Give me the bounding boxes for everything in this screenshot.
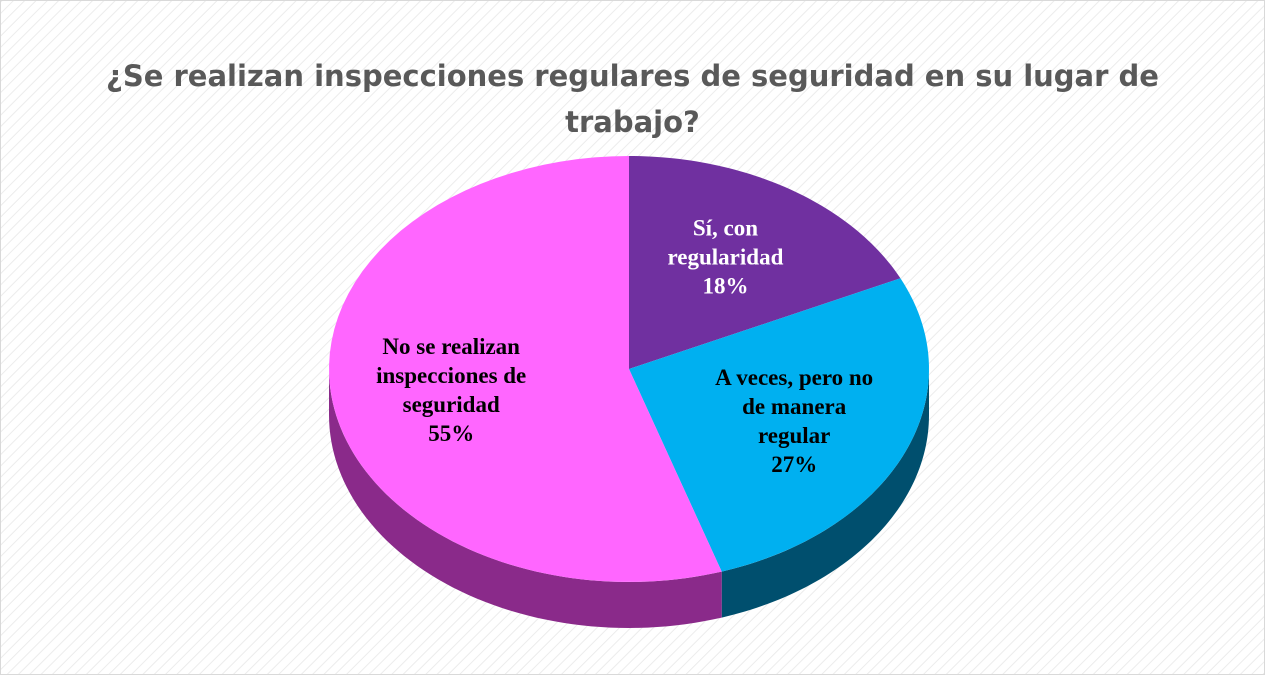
data-label: A veces, pero no de manera regular 27% (704, 363, 884, 479)
pie-side (329, 369, 722, 628)
data-label: Sí, con regularidad 18% (635, 214, 815, 301)
value-label: 18% (702, 273, 749, 299)
chart-title: ¿Se realizan inspecciones regulares de s… (106, 59, 1159, 139)
category-label: Sí, con regularidad (667, 215, 784, 270)
pie-side (721, 369, 929, 618)
pie-slice (629, 156, 901, 369)
category-label: A veces, pero no de manera regular (715, 365, 874, 449)
pie-slice (329, 156, 722, 582)
category-label: No se realizan inspecciones de seguridad (376, 333, 527, 417)
pie-slice (629, 278, 929, 572)
data-label: No se realizan inspecciones de seguridad… (361, 332, 541, 448)
value-label: 55% (428, 420, 475, 446)
value-label: 27% (771, 452, 818, 478)
